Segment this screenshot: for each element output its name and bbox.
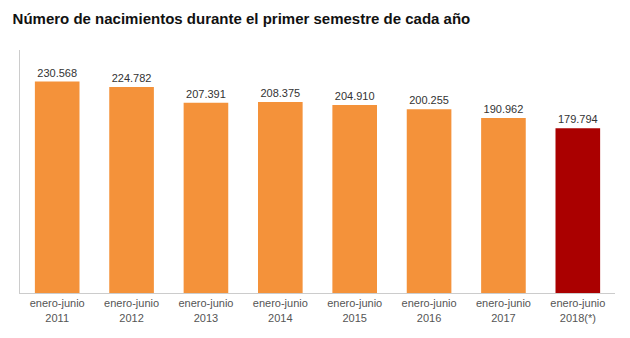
svg-text:enero-junio2014: enero-junio2014: [253, 297, 308, 323]
svg-text:enero-junio2011: enero-junio2011: [30, 297, 85, 323]
svg-text:enero-junio2012: enero-junio2012: [104, 297, 159, 323]
svg-text:204.910: 204.910: [335, 90, 375, 102]
svg-text:207.391: 207.391: [186, 88, 226, 100]
svg-text:enero-junio2016: enero-junio2016: [402, 297, 457, 323]
svg-text:190.962: 190.962: [484, 103, 524, 115]
svg-text:200.255: 200.255: [409, 94, 449, 106]
svg-text:enero-junio2017: enero-junio2017: [476, 297, 531, 323]
svg-text:208.375: 208.375: [260, 87, 300, 99]
svg-text:enero-junio2018(*): enero-junio2018(*): [550, 297, 605, 323]
svg-text:224.782: 224.782: [112, 72, 152, 84]
svg-text:Número de nacimientos durante: Número de nacimientos durante el primer …: [13, 10, 471, 27]
svg-text:179.794: 179.794: [558, 113, 598, 125]
svg-text:230.568: 230.568: [37, 67, 77, 79]
svg-text:enero-junio2015: enero-junio2015: [327, 297, 382, 323]
svg-text:enero-junio2013: enero-junio2013: [178, 297, 233, 323]
